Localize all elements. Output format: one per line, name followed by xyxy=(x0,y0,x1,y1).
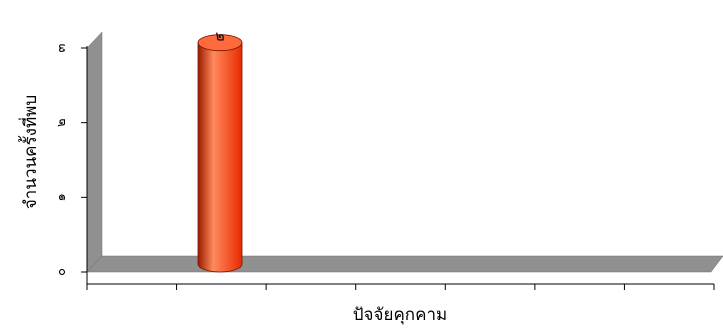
chart-walls xyxy=(86,31,723,273)
floor xyxy=(86,255,723,273)
y-tick-label: ๓ xyxy=(54,43,69,52)
y-axis-title: จำนวนครั้งที่พบ xyxy=(18,95,41,209)
y-tick-label: ๑ xyxy=(54,193,69,201)
bar xyxy=(197,34,243,273)
chart-axes xyxy=(81,46,715,290)
left-wall xyxy=(86,31,103,273)
bar-body xyxy=(197,42,243,273)
x-axis-title: ปัจจัยคุกคาม xyxy=(353,305,447,325)
chart-bars xyxy=(197,34,243,273)
bar-value-label: ๒ xyxy=(215,29,224,45)
y-tick-label: ๐ xyxy=(54,268,69,276)
bar-top xyxy=(197,34,243,52)
y-tick-label: ๒ xyxy=(54,118,69,127)
